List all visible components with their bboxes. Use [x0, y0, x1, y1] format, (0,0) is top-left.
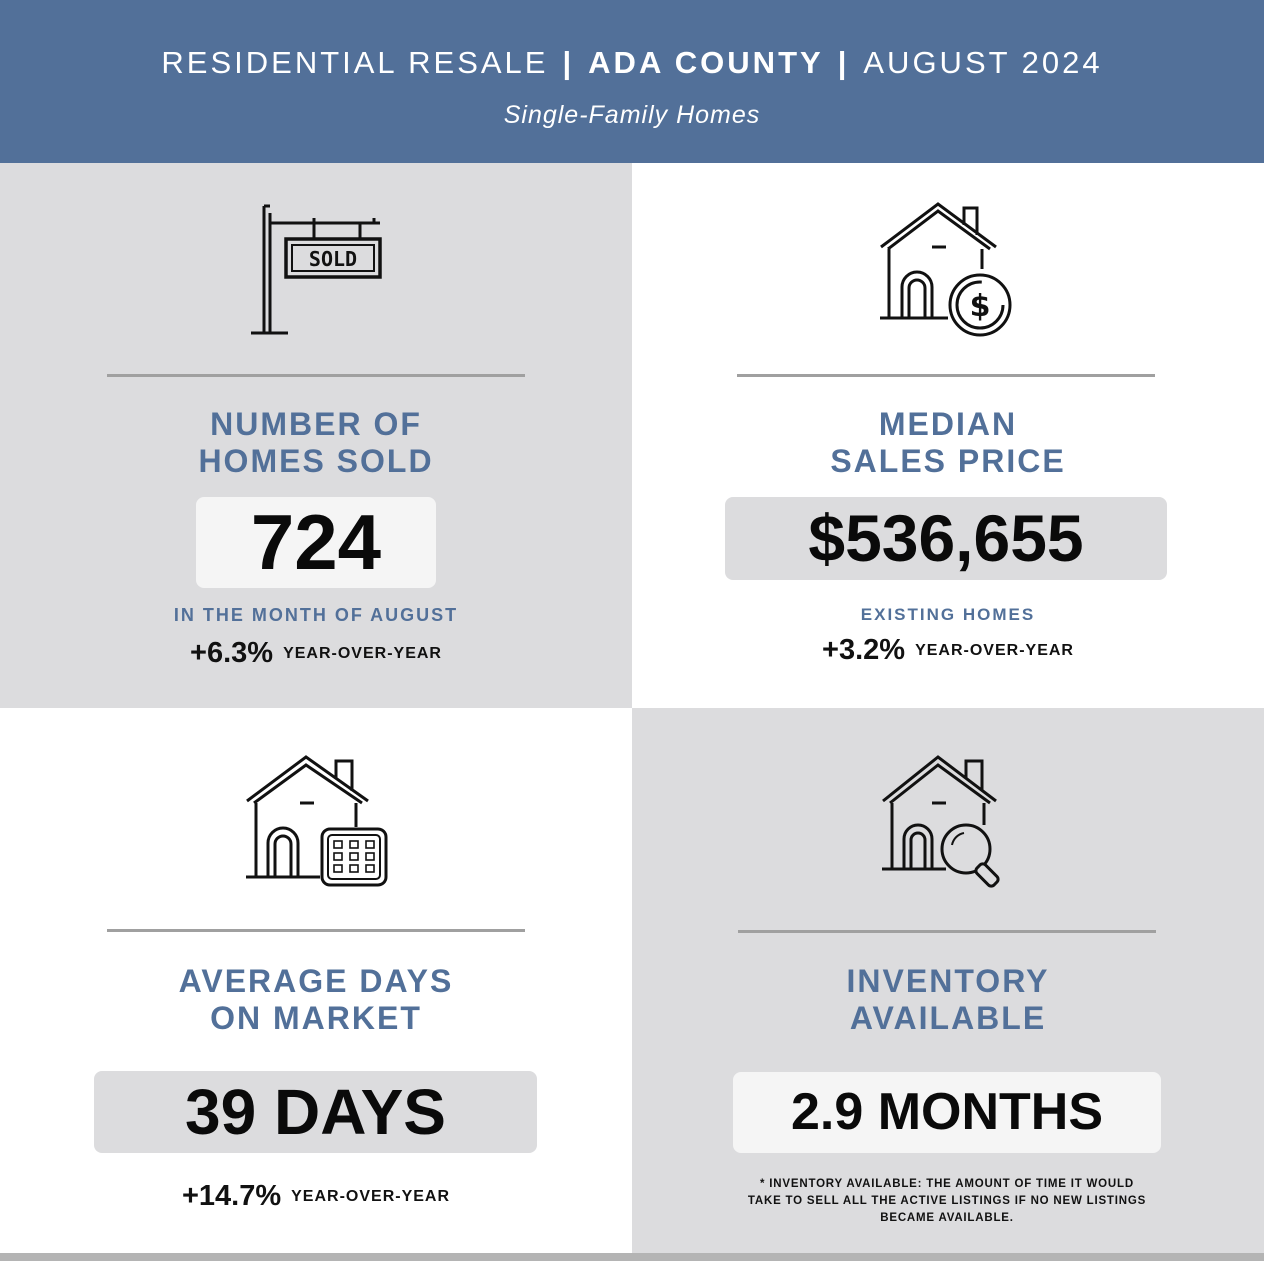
stat-heading: AVERAGE DAYS ON MARKET [178, 963, 454, 1036]
yoy-change: +3.2% YEAR-OVER-YEAR [632, 634, 1264, 667]
house-calendar-icon [246, 755, 388, 887]
house-search-icon [882, 755, 1000, 888]
yoy-label: YEAR-OVER-YEAR [283, 644, 442, 662]
stat-caption: EXISTING HOMES [860, 605, 1036, 624]
page-subtitle: Single-Family Homes [503, 101, 761, 129]
yoy-change: +14.7% YEAR-OVER-YEAR [0, 1180, 632, 1213]
stat-value: 39 DAYS [94, 1071, 537, 1153]
sold-sign-icon: SOLD [251, 204, 382, 335]
stat-heading: MEDIAN SALES PRICE [830, 406, 1066, 479]
stat-value: 2.9 MONTHS [733, 1072, 1161, 1153]
yoy-percent: +14.7% [181, 1180, 282, 1212]
stat-heading: INVENTORY AVAILABLE [846, 963, 1050, 1036]
yoy-label: YEAR-OVER-YEAR [915, 641, 1074, 659]
sold-sign-text: SOLD [309, 247, 357, 271]
inventory-panel: INVENTORY AVAILABLE 2.9 MONTHS * INVENTO… [632, 708, 1264, 1253]
stat-value: $536,655 [725, 497, 1167, 580]
days-on-market-panel: AVERAGE DAYS ON MARKET 39 DAYS +14.7% YEA… [0, 708, 632, 1253]
section-divider [737, 374, 1155, 377]
house-dollar-icon: $ [880, 202, 1012, 337]
stat-value: 724 [196, 497, 436, 588]
page-title: RESIDENTIAL RESALE | ADA COUNTY | AUGUST 202… [0, 44, 1264, 82]
title-separator: | [562, 45, 575, 80]
yoy-change: +6.3% YEAR-OVER-YEAR [0, 637, 632, 670]
section-divider [107, 929, 525, 932]
svg-text:$: $ [970, 289, 991, 324]
title-separator: | [837, 45, 850, 80]
section-divider [738, 930, 1156, 933]
stat-caption: IN THE MONTH OF AUGUST [173, 605, 459, 625]
yoy-percent: +3.2% [822, 634, 906, 666]
yoy-label: YEAR-OVER-YEAR [291, 1187, 451, 1205]
title-date: AUGUST 2024 [863, 45, 1103, 80]
yoy-percent: +6.3% [190, 637, 274, 669]
inventory-footnote: * INVENTORY AVAILABLE: THE AMOUNT OF TIM… [747, 1178, 1147, 1224]
section-divider [107, 374, 525, 377]
title-county: ADA COUNTY [588, 45, 824, 80]
stat-heading: NUMBER OF HOMES SOLD [198, 406, 434, 479]
median-price-panel: $ MEDIAN SALES PRICE $536,655 EXISTING H… [632, 163, 1264, 708]
bottom-border [0, 1253, 1264, 1261]
header-banner: RESIDENTIAL RESALE | ADA COUNTY | AUGUST 202… [0, 0, 1264, 163]
title-left: RESIDENTIAL RESALE [161, 45, 549, 80]
homes-sold-panel: SOLD NUMBER OF HOMES SOLD 724 IN THE MON… [0, 163, 632, 708]
